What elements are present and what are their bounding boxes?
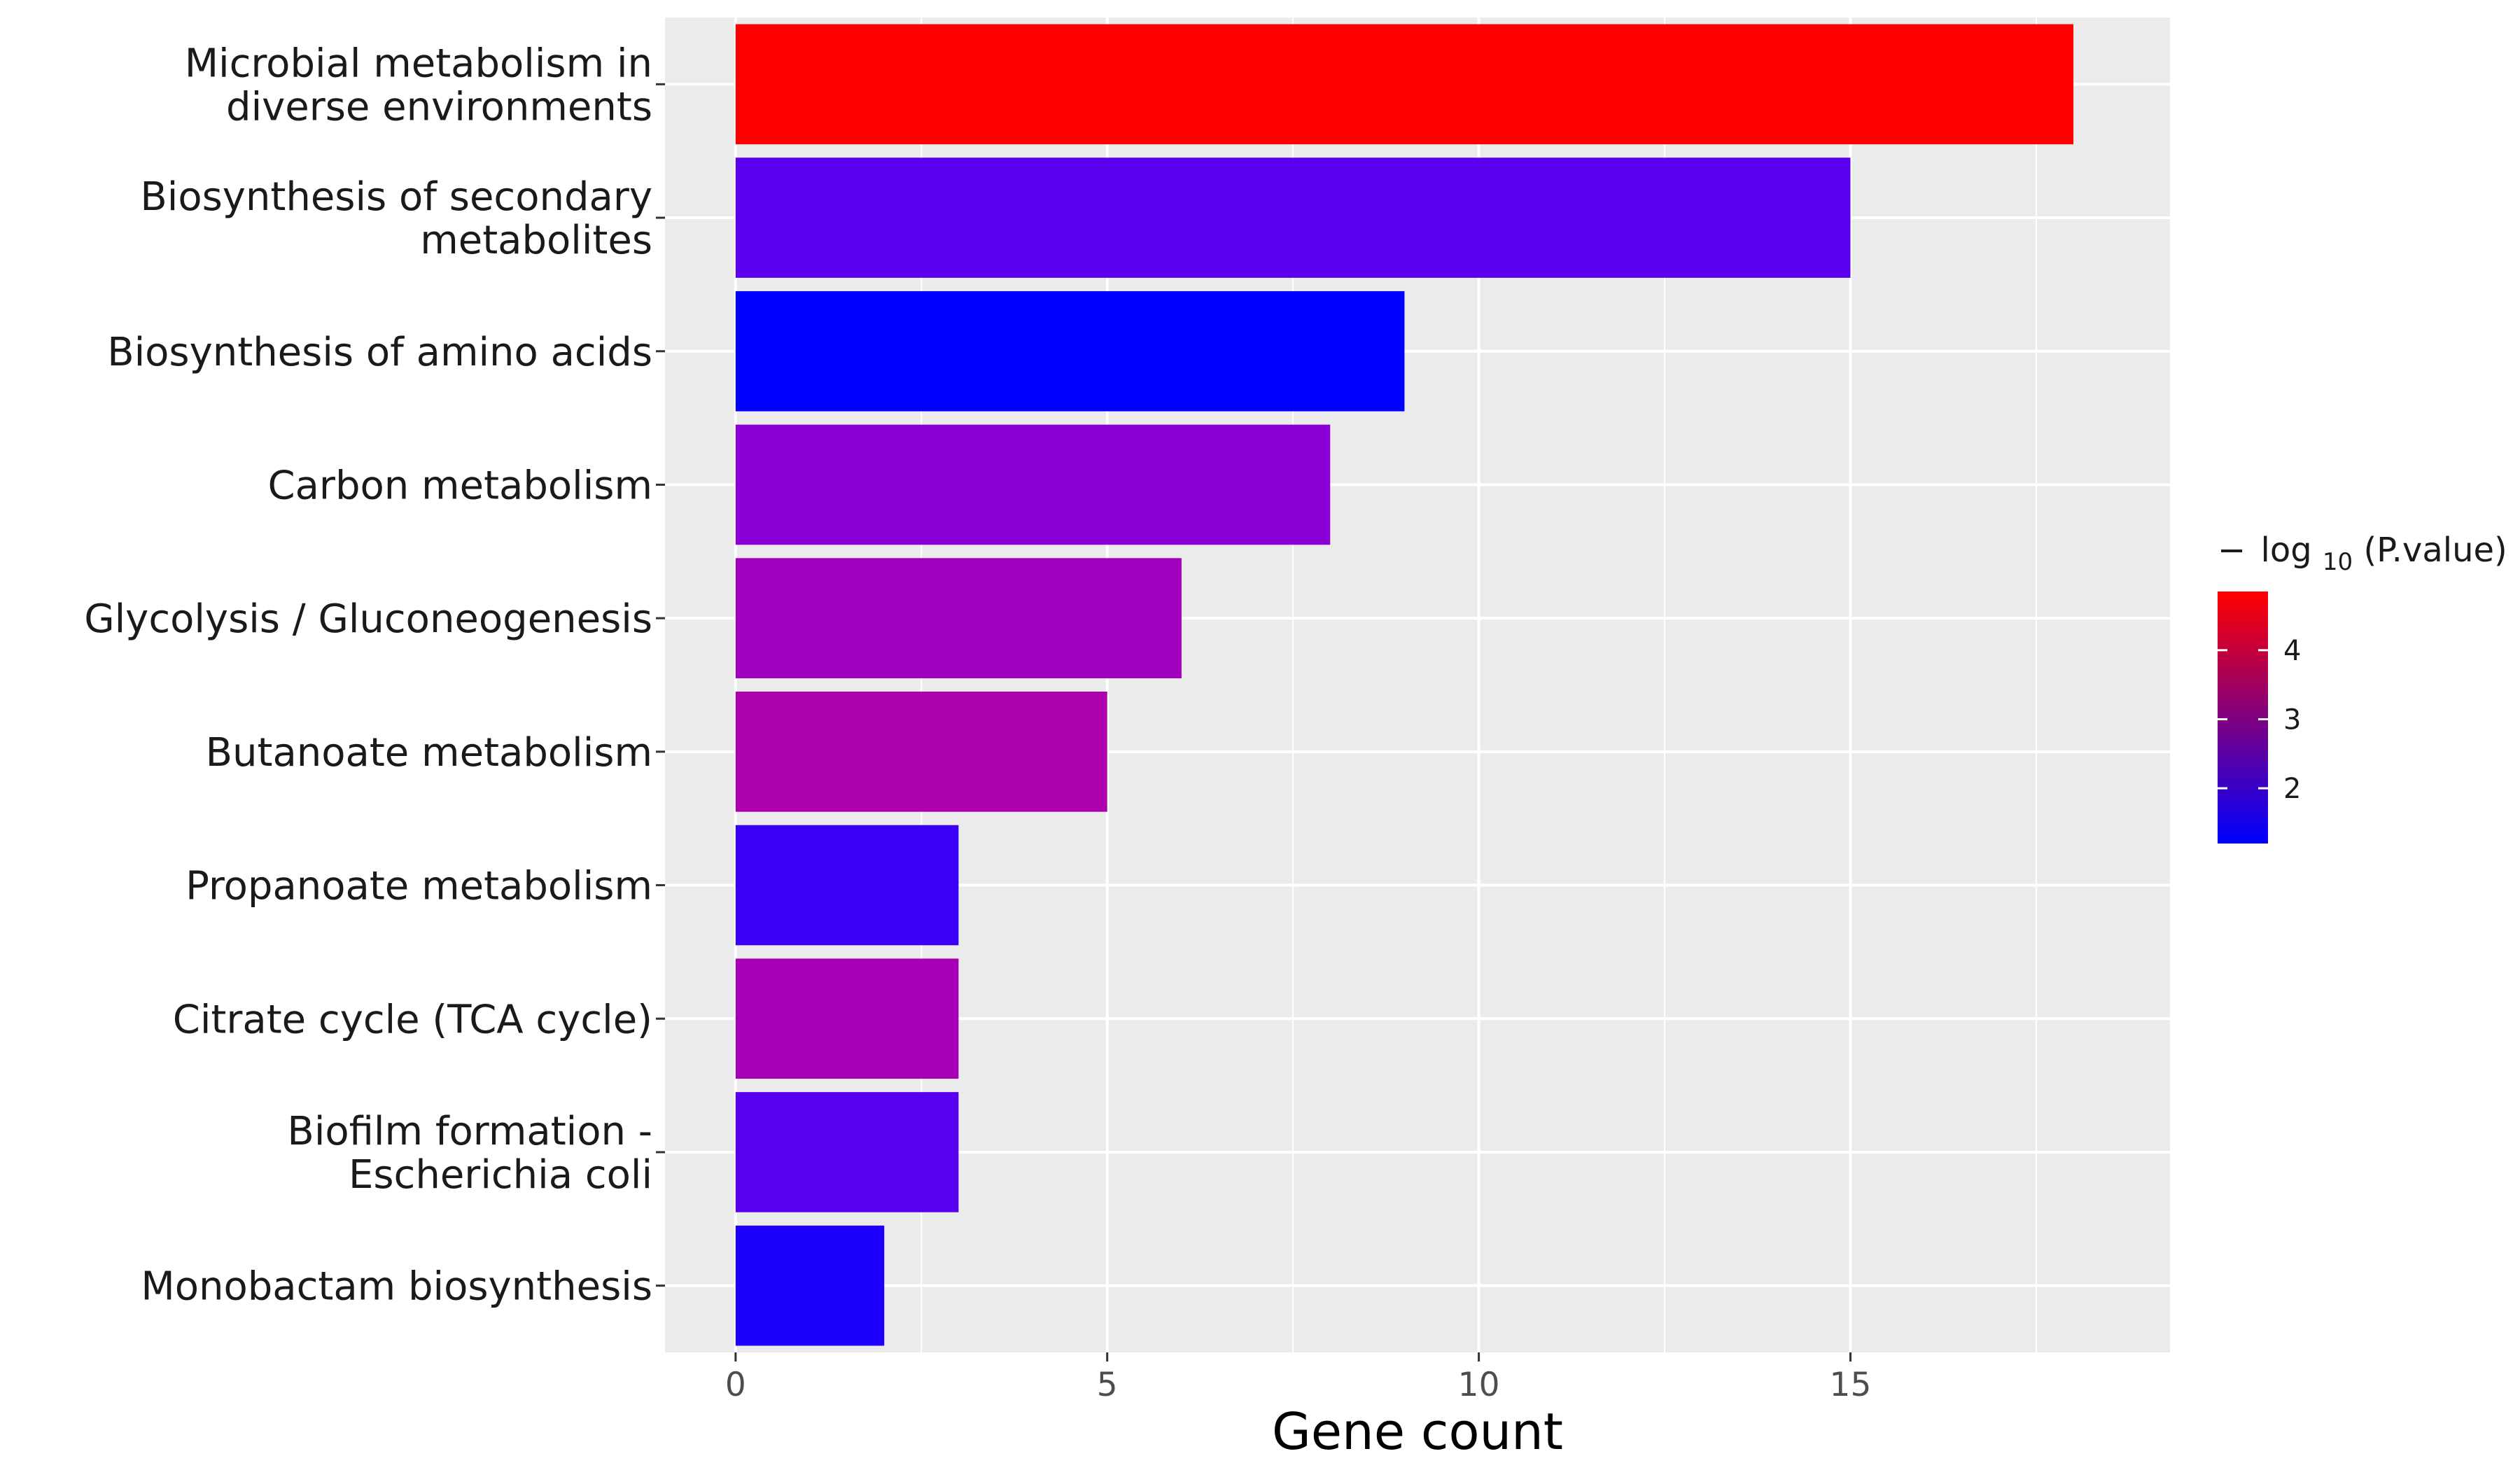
y-tick-label-line: Butanoate metabolism: [206, 730, 652, 776]
y-tick-label-line: Propanoate metabolism: [186, 864, 652, 909]
y-tick-label-line: Glycolysis / Gluconeogenesis: [84, 596, 652, 642]
y-tick-label: Biofilm formation -Escherichia coli: [287, 1109, 652, 1198]
y-tick-label-line: metabolites: [420, 218, 652, 263]
bar: [735, 958, 959, 1079]
y-tick-label: Carbon metabolism: [268, 463, 652, 508]
legend-title-log: log: [2260, 531, 2311, 570]
bar: [735, 692, 1107, 812]
y-tick-label-line: Escherichia coli: [349, 1152, 652, 1198]
y-tick-label-line: Biofilm formation -: [287, 1109, 652, 1154]
bar: [735, 558, 1182, 678]
legend-title: − log 10 (P.value): [2218, 531, 2507, 578]
y-tick-label-line: Biosynthesis of secondary: [140, 174, 652, 220]
bar: [735, 24, 2073, 145]
x-tick-label: 0: [725, 1366, 746, 1404]
bar: [735, 825, 959, 946]
x-tick-label: 15: [1830, 1366, 1872, 1404]
legend-ticks: 4 3 2: [2218, 635, 2301, 805]
x-tick-label: 10: [1458, 1366, 1500, 1404]
x-axis: 0 5 10 15: [725, 1352, 1871, 1404]
legend-tick-label: 3: [2283, 704, 2301, 736]
y-tick-label: Butanoate metabolism: [206, 730, 652, 776]
legend-tick-label: 2: [2283, 773, 2301, 805]
legend: − log 10 (P.value) 4 3 2: [2218, 531, 2507, 844]
y-axis: Microbial metabolism in diverse environme…: [84, 41, 665, 1310]
y-tick-label-line: Biosynthesis of amino acids: [107, 330, 652, 375]
bar: [735, 424, 1331, 545]
y-tick-label: Glycolysis / Gluconeogenesis: [84, 596, 652, 642]
y-tick-label-line: Citrate cycle (TCA cycle): [173, 997, 652, 1042]
legend-colorbar: [2218, 592, 2268, 844]
y-tick-label-line: Monobactam biosynthesis: [141, 1264, 652, 1310]
legend-tick-label: 4: [2283, 635, 2301, 667]
bar: [735, 158, 1851, 278]
y-tick-label: Propanoate metabolism: [186, 864, 652, 909]
y-tick-label: Monobactam biosynthesis: [141, 1264, 652, 1310]
bar: [735, 1225, 885, 1346]
y-tick-label: Biosynthesis of amino acids: [107, 330, 652, 375]
legend-title-prefix: −: [2218, 531, 2246, 570]
x-axis-title: Gene count: [1272, 1402, 1563, 1461]
y-tick-label: Citrate cycle (TCA cycle): [173, 997, 652, 1042]
y-tick-label-line: Microbial metabolism in: [185, 41, 652, 86]
bars-group: [735, 24, 2073, 1346]
legend-title-suffix: (P.value): [2363, 531, 2507, 570]
y-tick-label-line: Carbon metabolism: [268, 463, 652, 508]
y-tick-label: Biosynthesis of secondary metabolites: [140, 174, 652, 263]
legend-title-sub: 10: [2323, 548, 2353, 576]
y-tick-label-line: diverse environments: [226, 84, 652, 130]
y-tick-label: Microbial metabolism in diverse environme…: [185, 41, 652, 130]
bar: [735, 1092, 959, 1212]
x-tick-label: 5: [1097, 1366, 1118, 1404]
bar: [735, 290, 1405, 412]
